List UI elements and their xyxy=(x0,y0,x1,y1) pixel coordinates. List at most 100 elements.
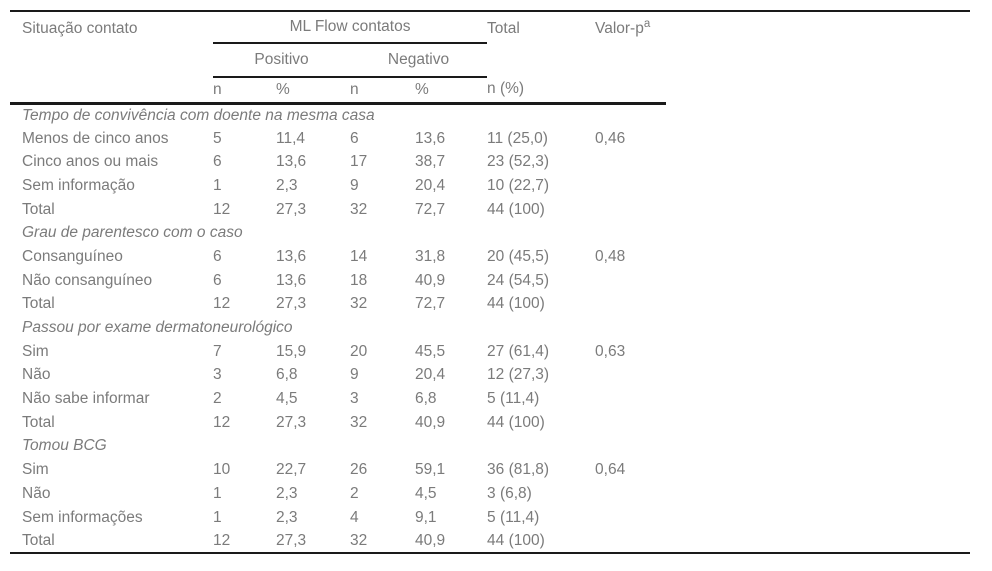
pos-pct-cell: 2,3 xyxy=(276,508,298,526)
pos-pct-cell: 11,4 xyxy=(276,129,306,147)
pvalue-cell xyxy=(595,529,970,553)
neg-n-cell: 2 xyxy=(350,484,359,502)
neg-pct-cell: 72,7 xyxy=(415,200,446,218)
row-label: Não sabe informar xyxy=(22,390,150,408)
neg-n-cell: 17 xyxy=(350,153,368,171)
table-row: Total 12 27,3 32 40,9 44 (100) xyxy=(10,529,970,553)
neg-n-cell: 32 xyxy=(350,295,368,313)
total-cell: 11 (25,0) xyxy=(487,129,548,147)
row-label: Não xyxy=(22,484,51,502)
header-row-subgroups: Positivo Negativo xyxy=(10,43,970,78)
neg-n-cell: 6 xyxy=(350,129,359,147)
pvalue-cell: 0,63 xyxy=(595,342,626,360)
section-title: Tempo de convivência com doente na mesma… xyxy=(22,106,375,124)
neg-pct-cell: 38,7 xyxy=(415,153,446,171)
total-cell: 23 (52,3) xyxy=(487,153,550,171)
section-title: Tomou BCG xyxy=(22,437,107,455)
pvalue-cell xyxy=(595,269,970,293)
column-header-pct-negative: % xyxy=(415,77,488,105)
neg-n-cell: 32 xyxy=(350,413,368,431)
row-label: Total xyxy=(22,531,55,549)
total-cell: 44 (100) xyxy=(487,413,545,431)
pos-pct-cell: 13,6 xyxy=(276,153,307,171)
pvalue-underline-cell xyxy=(595,77,667,105)
column-header-total: Total xyxy=(487,20,520,37)
pvalue-cell xyxy=(595,293,970,317)
column-header-n-positive: n xyxy=(213,77,276,105)
neg-pct-cell: 31,8 xyxy=(415,247,446,265)
section-title: Grau de parentesco com o caso xyxy=(22,224,243,242)
pvalue-cell xyxy=(595,150,970,174)
pvalue-cell: 0,48 xyxy=(595,247,626,265)
row-label: Total xyxy=(22,200,55,218)
row-label: Total xyxy=(22,295,55,313)
neg-pct-cell: 6,8 xyxy=(415,390,437,408)
table-row: Menos de cinco anos 5 11,4 6 13,6 11 (25… xyxy=(10,127,970,151)
pos-n-cell: 5 xyxy=(213,129,222,147)
section-header-row: Tomou BCG xyxy=(10,435,970,459)
table-row: Total 12 27,3 32 72,7 44 (100) xyxy=(10,293,970,317)
table-header: Situação contato ML Flow contatos Total … xyxy=(10,11,970,105)
pvalue-cell xyxy=(595,506,970,530)
column-header-n-pct: n (%) xyxy=(487,77,596,105)
pos-n-cell: 10 xyxy=(213,461,231,479)
table-row: Sem informações 1 2,3 4 9,1 5 (11,4) xyxy=(10,506,970,530)
header-row-groups: Situação contato ML Flow contatos Total … xyxy=(10,11,970,105)
total-cell: 5 (11,4) xyxy=(487,390,540,408)
spacer-column xyxy=(666,11,970,103)
section-title: Passou por exame dermatoneurológico xyxy=(22,319,293,337)
neg-pct-cell: 20,4 xyxy=(415,176,446,194)
neg-pct-cell: 9,1 xyxy=(415,508,437,526)
neg-pct-cell: 40,9 xyxy=(415,271,446,289)
pos-pct-cell: 13,6 xyxy=(276,271,307,289)
row-label: Menos de cinco anos xyxy=(22,129,169,147)
row-label: Cinco anos ou mais xyxy=(22,153,159,171)
neg-n-cell: 32 xyxy=(350,531,368,549)
subheader-positive: Positivo xyxy=(213,43,350,78)
row-label: Consanguíneo xyxy=(22,247,123,265)
table-row: Cinco anos ou mais 6 13,6 17 38,7 23 (52… xyxy=(10,150,970,174)
row-label: Sim xyxy=(22,461,49,479)
table-row: Consanguíneo 6 13,6 14 31,8 20 (45,5) 0,… xyxy=(10,245,970,269)
row-label: Não xyxy=(22,366,51,384)
neg-pct-cell: 59,1 xyxy=(415,461,446,479)
section-header-row: Passou por exame dermatoneurológico xyxy=(10,316,970,340)
pos-n-cell: 1 xyxy=(213,484,222,502)
table-row: Não 1 2,3 2 4,5 3 (6,8) xyxy=(10,482,970,506)
pos-n-cell: 1 xyxy=(213,508,222,526)
neg-n-cell: 26 xyxy=(350,461,368,479)
section-header-row: Tempo de convivência com doente na mesma… xyxy=(10,103,970,127)
neg-n-cell: 9 xyxy=(350,366,359,384)
pos-pct-cell: 15,9 xyxy=(276,342,307,360)
row-label: Sem informação xyxy=(22,176,135,194)
pos-n-cell: 3 xyxy=(213,366,222,384)
header-row-measures: n % n % n (%) xyxy=(10,77,970,105)
table-row: Não 3 6,8 9 20,4 12 (27,3) xyxy=(10,364,970,388)
pos-n-cell: 7 xyxy=(213,342,222,360)
neg-pct-cell: 20,4 xyxy=(415,366,446,384)
column-group-mlflow: ML Flow contatos xyxy=(213,11,488,44)
pos-n-cell: 6 xyxy=(213,247,222,265)
total-cell: 20 (45,5) xyxy=(487,247,550,265)
pvalue-cell xyxy=(595,482,970,506)
total-cell: 44 (100) xyxy=(487,295,545,313)
pos-pct-cell: 27,3 xyxy=(276,531,307,549)
pos-pct-cell: 27,3 xyxy=(276,413,307,431)
row-label: Total xyxy=(22,413,55,431)
neg-pct-cell: 72,7 xyxy=(415,295,446,313)
pvalue-cell xyxy=(595,364,970,388)
subheader-negative: Negativo xyxy=(350,43,488,78)
neg-pct-cell: 4,5 xyxy=(415,484,437,502)
pos-pct-cell: 2,3 xyxy=(276,484,298,502)
pos-pct-cell: 6,8 xyxy=(276,366,298,384)
total-cell: 27 (61,4) xyxy=(487,342,550,360)
pos-pct-cell: 27,3 xyxy=(276,200,307,218)
pos-n-cell: 1 xyxy=(213,176,222,194)
total-cell: 44 (100) xyxy=(487,531,545,549)
pvalue-cell: 0,64 xyxy=(595,461,626,479)
pos-n-cell: 12 xyxy=(213,413,231,431)
table-row: Total 12 27,3 32 40,9 44 (100) xyxy=(10,411,970,435)
footnote-mark-a: a xyxy=(643,17,651,30)
pos-n-cell: 2 xyxy=(213,390,222,408)
